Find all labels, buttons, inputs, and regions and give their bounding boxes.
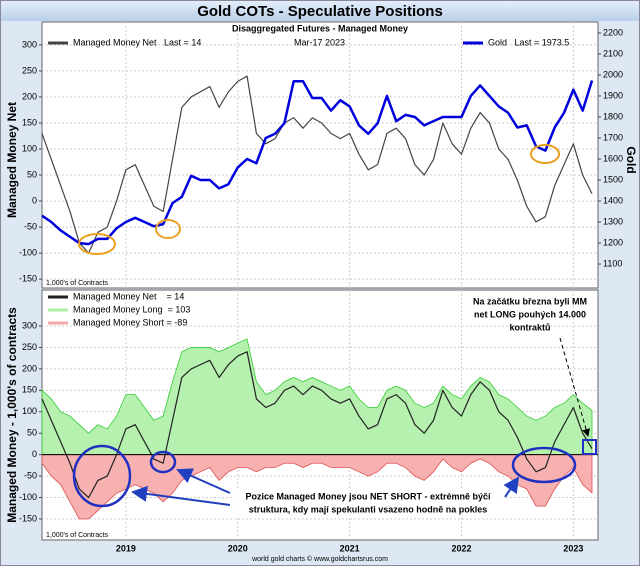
y-tick-label: -100 — [19, 492, 37, 502]
y-tick-label: 300 — [22, 320, 37, 330]
line — [41, 80, 594, 246]
y-tick-label: -50 — [24, 470, 37, 480]
y-tick-label: -50 — [24, 221, 37, 231]
y2-tick-label: 2200 — [603, 27, 623, 37]
arrow — [176, 468, 231, 494]
arrow — [503, 476, 520, 498]
y-tick-label: 100 — [22, 406, 37, 416]
annotation: Na začátku března byli MM — [473, 296, 587, 306]
legend-label: Managed Money Long = 103 — [73, 304, 190, 314]
units-label: 1,000's of Contracts — [46, 280, 109, 287]
y2-tick-label: 1400 — [603, 195, 623, 205]
highlight — [511, 446, 577, 484]
y-tick-label: 150 — [22, 117, 37, 127]
y-tick-label: 100 — [22, 143, 37, 153]
annotation: kontraktů — [509, 322, 550, 332]
y2-tick-label: 1800 — [603, 111, 623, 121]
subtitle: Disaggregated Futures - Managed Money — [232, 23, 408, 33]
highlight — [155, 219, 181, 239]
y-tick-label: 200 — [22, 363, 37, 373]
highlight — [149, 450, 177, 474]
annotation: struktura, kdy mají spekulanti vsazeno h… — [249, 504, 488, 514]
arrow — [559, 337, 590, 437]
y-tick-label: -150 — [19, 274, 37, 284]
highlight — [582, 439, 597, 455]
line — [41, 351, 593, 499]
y-tick-label: 250 — [22, 65, 37, 75]
highlight — [530, 144, 560, 164]
legend-label: Managed Money Net = 14 — [73, 291, 184, 301]
x-tick-label: 2021 — [340, 543, 360, 553]
highlight — [72, 444, 132, 508]
y-tick-label: 50 — [27, 428, 37, 438]
y2-tick-label: 1500 — [603, 174, 623, 184]
highlight — [78, 233, 116, 255]
y-tick-label: 250 — [22, 342, 37, 352]
legend-label: Managed Money Short = -89 — [73, 317, 187, 327]
legend-label: Gold Last = 1973.5 — [488, 37, 569, 47]
line — [41, 75, 593, 254]
y-tick-label: 300 — [22, 39, 37, 49]
y-tick-label: 0 — [32, 195, 37, 205]
area — [41, 338, 593, 456]
date: Mar-17 2023 — [294, 37, 345, 47]
y2-tick-label: 2000 — [603, 69, 623, 79]
arrow — [131, 485, 231, 506]
y2-tick-label: 1700 — [603, 132, 623, 142]
legend-label: Managed Money Net Last = 14 — [73, 37, 201, 47]
y2-axis-label: Gold — [624, 146, 638, 173]
y2-tick-label: 1200 — [603, 237, 623, 247]
y-axis-label: Managed Money Net — [5, 102, 19, 218]
y-tick-label: 200 — [22, 91, 37, 101]
note-bg — [232, 489, 504, 517]
footer: world gold charts © www.goldchartsrus.co… — [251, 555, 388, 563]
y2-tick-label: 1600 — [603, 153, 623, 163]
y2-tick-label: 1300 — [603, 216, 623, 226]
header-bar — [1, 1, 639, 21]
x-tick-label: 2023 — [563, 543, 583, 553]
x-tick-label: 2022 — [451, 543, 471, 553]
x-tick-label: 2020 — [228, 543, 248, 553]
y-tick-label: -100 — [19, 247, 37, 257]
y-tick-label: -150 — [19, 513, 37, 523]
x-tick-label: 2019 — [116, 543, 136, 553]
annotation: net LONG pouhých 14.000 — [474, 309, 586, 319]
y2-tick-label: 1100 — [603, 258, 622, 268]
chart-title: Gold COTs - Speculative Positions — [197, 3, 443, 20]
y2-tick-label: 2100 — [603, 48, 623, 58]
top-plot — [41, 21, 599, 289]
y-tick-label: 150 — [22, 385, 37, 395]
units-label: 1,000's of Contracts — [46, 532, 109, 539]
annotation: Pozice Managed Money jsou NET SHORT - ex… — [245, 491, 491, 501]
y-tick-label: 0 — [32, 449, 37, 459]
y-tick-label: 50 — [27, 169, 37, 179]
y-axis-label: Managed Money - 1,000's of contracts — [5, 307, 19, 523]
y2-tick-label: 1900 — [603, 90, 623, 100]
